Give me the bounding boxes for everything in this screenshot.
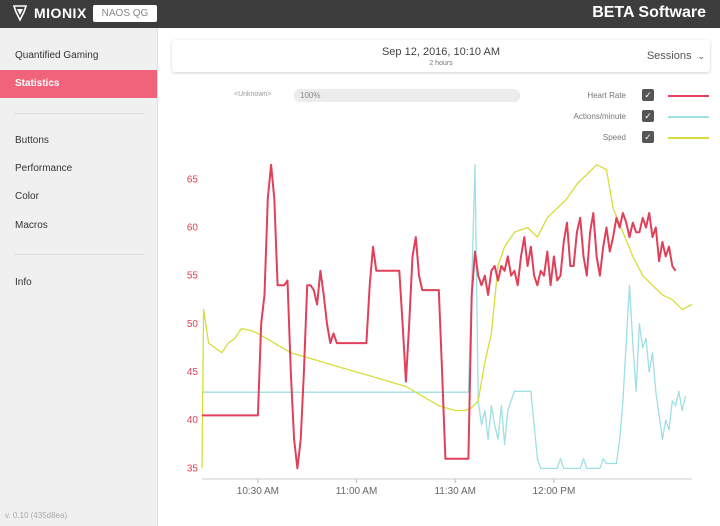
version-label: v. 0.10 (435d8ea) bbox=[5, 511, 68, 520]
chevron-down-icon: ⌄ bbox=[697, 51, 705, 61]
legend-item-heart-rate: Heart Rate ✓ bbox=[530, 89, 710, 103]
sidebar: Quantified Gaming Statistics Buttons Per… bbox=[0, 28, 158, 526]
mionix-logo-icon bbox=[12, 5, 28, 22]
app-title: BETA Software bbox=[592, 4, 706, 21]
sidebar-item-info[interactable]: Info bbox=[15, 277, 32, 288]
brand-logo: MIONIX bbox=[12, 4, 87, 22]
speed-checkbox[interactable]: ✓ bbox=[642, 131, 654, 143]
x-tick-label: 12:00 PM bbox=[532, 486, 575, 497]
y-tick-label: 40 bbox=[187, 415, 199, 426]
sidebar-item-buttons[interactable]: Buttons bbox=[15, 135, 49, 146]
sidebar-item-color[interactable]: Color bbox=[15, 191, 39, 202]
device-selector-button[interactable]: NAOS QG bbox=[93, 5, 157, 22]
legend-item-actions-per-minute: Actions/minute ✓ bbox=[530, 110, 710, 124]
y-tick-label: 50 bbox=[187, 319, 199, 330]
sidebar-item-statistics[interactable]: Statistics bbox=[0, 70, 157, 98]
sidebar-item-performance[interactable]: Performance bbox=[15, 163, 73, 174]
y-tick-label: 45 bbox=[187, 367, 199, 378]
session-duration: 2 hours bbox=[429, 60, 453, 67]
series-line-heart-rate bbox=[202, 163, 677, 470]
sessions-dropdown[interactable]: Sessions ⌄ bbox=[647, 50, 705, 62]
y-tick-label: 35 bbox=[187, 463, 199, 474]
legend-swatch bbox=[668, 95, 709, 97]
heart-rate-checkbox[interactable]: ✓ bbox=[642, 89, 654, 101]
legend-swatch bbox=[668, 116, 709, 118]
progress-fill bbox=[294, 89, 520, 102]
sessions-dropdown-label: Sessions bbox=[646, 50, 692, 62]
session-progress-bar[interactable]: 100% bbox=[294, 89, 520, 102]
sidebar-divider bbox=[14, 254, 144, 255]
x-tick-label: 10:30 AM bbox=[237, 486, 279, 497]
series-line-speed bbox=[201, 164, 693, 469]
sidebar-item-macros[interactable]: Macros bbox=[15, 220, 48, 231]
game-filter-label: <Unknown> bbox=[234, 91, 272, 98]
legend-label: Heart Rate bbox=[587, 91, 626, 100]
legend-label: Speed bbox=[602, 133, 626, 142]
actions-per-minute-checkbox[interactable]: ✓ bbox=[642, 110, 654, 122]
session-header: Sep 12, 2016, 10:10 AM 2 hours Sessions ⌄ bbox=[172, 40, 710, 72]
series-line-actions-minute bbox=[202, 164, 687, 470]
statistics-chart[interactable]: 35 40 45 50 55 60 65 10:30 AM 11:00 AM 11:30 AM 12… bbox=[172, 160, 710, 500]
legend-swatch bbox=[668, 137, 709, 139]
sidebar-divider bbox=[14, 113, 144, 114]
y-tick-label: 55 bbox=[187, 271, 199, 282]
top-bar: MIONIX NAOS QG BETA Software bbox=[0, 0, 720, 28]
legend-item-speed: Speed ✓ bbox=[530, 131, 710, 145]
progress-text: 100% bbox=[300, 91, 321, 100]
y-tick-label: 65 bbox=[187, 174, 199, 185]
sidebar-item-quantified-gaming[interactable]: Quantified Gaming bbox=[15, 50, 99, 61]
x-tick-label: 11:30 AM bbox=[434, 486, 476, 497]
brand-name: MIONIX bbox=[34, 5, 87, 21]
x-tick-label: 11:00 AM bbox=[336, 486, 378, 497]
y-tick-label: 60 bbox=[187, 222, 199, 233]
session-date: Sep 12, 2016, 10:10 AM bbox=[381, 46, 501, 58]
legend-label: Actions/minute bbox=[573, 112, 626, 121]
